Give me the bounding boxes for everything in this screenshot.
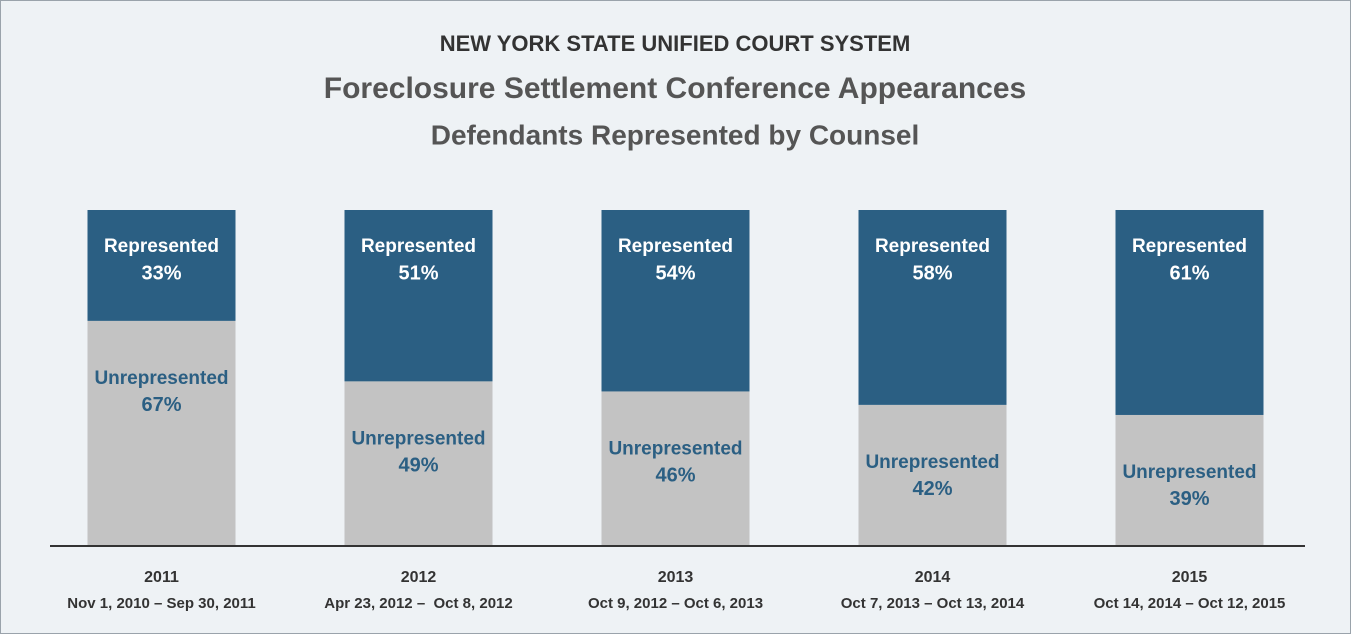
chart-title: NEW YORK STATE UNIFIED COURT SYSTEM: [440, 31, 911, 56]
x-tick-label: 2014: [915, 569, 951, 586]
x-tick-label: 2015: [1172, 569, 1208, 586]
x-tick-sublabel: Apr 23, 2012 – Oct 8, 2012: [324, 595, 512, 612]
segment-label: Unrepresented: [351, 428, 485, 449]
bar-segment: [87, 320, 236, 546]
x-tick-sublabel: Oct 14, 2014 – Oct 12, 2015: [1094, 595, 1286, 612]
x-tick-label: 2011: [144, 569, 179, 586]
x-tick-sublabel: Oct 9, 2012 – Oct 6, 2013: [588, 595, 763, 612]
segment-label: Represented: [1132, 236, 1247, 257]
data-label: 49%: [398, 455, 438, 477]
bar-segment: [1115, 414, 1264, 546]
x-tick-sublabel: Oct 7, 2013 – Oct 13, 2014: [841, 595, 1025, 612]
segment-label: Unrepresented: [608, 438, 742, 459]
segment-label: Unrepresented: [865, 452, 999, 473]
x-tick-label: 2012: [401, 569, 437, 586]
chart-subtitle: Foreclosure Settlement Conference Appear…: [324, 72, 1026, 105]
data-label: 46%: [655, 465, 695, 487]
data-label: 42%: [912, 478, 952, 500]
segment-label: Represented: [875, 236, 990, 257]
segment-label: Represented: [618, 236, 733, 257]
data-label: 58%: [912, 262, 952, 284]
bar-segment: [344, 210, 493, 382]
chart-subtitle: Defendants Represented by Counsel: [431, 119, 920, 150]
data-label: 54%: [655, 262, 695, 284]
bar-segment: [858, 404, 1007, 546]
data-label: 51%: [398, 262, 438, 284]
segment-label: Represented: [104, 236, 219, 257]
bar-segment: [601, 391, 750, 546]
bar-segment: [87, 210, 236, 321]
bar-segment: [858, 210, 1007, 405]
segment-label: Represented: [361, 236, 476, 257]
segment-label: Unrepresented: [94, 368, 228, 389]
segment-label: Unrepresented: [1122, 462, 1256, 483]
bar-segment: [601, 210, 750, 392]
bar-segment: [344, 381, 493, 546]
data-label: 61%: [1169, 262, 1209, 284]
data-label: 67%: [141, 394, 181, 416]
x-tick-sublabel: Nov 1, 2010 – Sep 30, 2011: [67, 595, 255, 612]
data-label: 33%: [141, 262, 181, 284]
x-tick-label: 2013: [658, 569, 694, 586]
bar-segment: [1115, 210, 1264, 415]
data-label: 39%: [1169, 488, 1209, 510]
